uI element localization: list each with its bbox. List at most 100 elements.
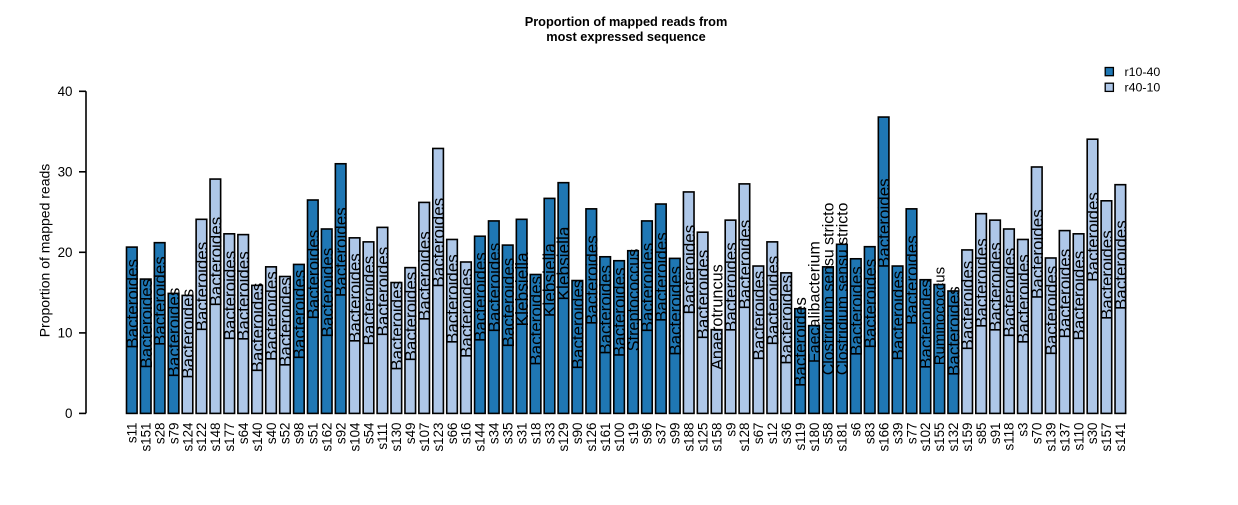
svg-text:Bacteroides: Bacteroides	[735, 220, 754, 310]
svg-text:Bacteroides: Bacteroides	[610, 267, 629, 357]
svg-text:s118: s118	[1002, 423, 1017, 451]
svg-text:s139: s139	[1043, 423, 1058, 452]
svg-text:Bacteroides: Bacteroides	[276, 277, 295, 367]
svg-text:Bacteroides: Bacteroides	[234, 251, 253, 341]
svg-text:s3: s3	[1016, 423, 1031, 437]
svg-text:Bacteroides: Bacteroides	[165, 288, 184, 378]
svg-text:s99: s99	[668, 423, 683, 445]
svg-text:Bacteroides: Bacteroides	[1097, 230, 1116, 320]
svg-text:s11: s11	[125, 423, 140, 444]
svg-text:Bacteroides: Bacteroides	[318, 248, 337, 338]
svg-text:Bacteroides: Bacteroides	[262, 271, 281, 361]
svg-text:0: 0	[65, 406, 72, 421]
svg-text:Bacteroides: Bacteroides	[596, 265, 615, 355]
svg-text:Bacteroides: Bacteroides	[1056, 249, 1075, 339]
svg-text:Bacteroides: Bacteroides	[986, 242, 1005, 332]
svg-text:Bacteroides: Bacteroides	[471, 252, 490, 342]
svg-text:Clostridium sensu stricto: Clostridium sensu stricto	[835, 202, 852, 375]
svg-text:s151: s151	[138, 423, 153, 452]
svg-text:s181: s181	[835, 423, 850, 452]
svg-text:s188: s188	[681, 423, 696, 452]
svg-text:Bacteroides: Bacteroides	[360, 256, 379, 346]
svg-text:Bacteroides: Bacteroides	[123, 259, 142, 349]
svg-text:s107: s107	[417, 423, 432, 452]
svg-text:s37: s37	[654, 423, 669, 445]
svg-text:s51: s51	[306, 423, 321, 445]
svg-text:s158: s158	[709, 423, 724, 452]
svg-text:Bacteroides: Bacteroides	[179, 289, 198, 379]
svg-text:Bacteroides: Bacteroides	[944, 286, 963, 376]
svg-text:s16: s16	[459, 423, 474, 445]
svg-text:s96: s96	[640, 423, 655, 445]
svg-text:s18: s18	[528, 423, 543, 445]
svg-text:s54: s54	[361, 422, 376, 444]
svg-text:s30: s30	[1085, 423, 1100, 445]
svg-text:s12: s12	[765, 423, 780, 445]
svg-text:s132: s132	[946, 423, 961, 452]
svg-text:Bacteroides: Bacteroides	[972, 238, 991, 328]
svg-text:Bacteroides: Bacteroides	[443, 254, 462, 344]
svg-text:s70: s70	[1030, 423, 1045, 445]
svg-text:Bacteroides: Bacteroides	[332, 207, 351, 297]
svg-text:Bacteroides: Bacteroides	[346, 253, 365, 343]
svg-text:Bacteroides: Bacteroides	[582, 235, 601, 325]
svg-text:Klebsiella: Klebsiella	[554, 226, 574, 300]
svg-text:s91: s91	[988, 423, 1003, 445]
svg-text:Bacteroides: Bacteroides	[1111, 220, 1130, 310]
svg-text:Bacteroides: Bacteroides	[903, 235, 922, 325]
svg-text:s141: s141	[1113, 423, 1128, 452]
svg-text:s90: s90	[570, 423, 585, 445]
svg-text:most expressed sequence: most expressed sequence	[546, 29, 705, 44]
svg-text:s166: s166	[876, 423, 891, 452]
svg-text:s162: s162	[319, 423, 334, 452]
svg-text:s28: s28	[152, 423, 167, 445]
svg-text:s129: s129	[556, 423, 571, 452]
svg-text:s110: s110	[1071, 423, 1086, 451]
svg-text:10: 10	[58, 326, 73, 341]
svg-text:Proportion of mapped reads: Proportion of mapped reads	[37, 164, 53, 338]
svg-text:Bacteroides: Bacteroides	[429, 198, 448, 288]
svg-text:Bacteroides: Bacteroides	[527, 276, 546, 366]
svg-text:s79: s79	[166, 423, 181, 445]
svg-text:s102: s102	[918, 423, 933, 452]
svg-text:Bacteroides: Bacteroides	[791, 297, 810, 387]
svg-text:Bacteroides: Bacteroides	[290, 270, 309, 360]
svg-text:Bacteroides: Bacteroides	[722, 242, 741, 332]
svg-text:s6: s6	[849, 423, 864, 437]
svg-text:Bacteroides: Bacteroides	[749, 271, 768, 361]
svg-text:s33: s33	[542, 423, 557, 445]
svg-text:Clostridium sensu stricto: Clostridium sensu stricto	[821, 202, 838, 375]
svg-text:s98: s98	[292, 423, 307, 445]
svg-text:Bacteroides: Bacteroides	[889, 271, 908, 361]
svg-text:s122: s122	[194, 423, 209, 452]
svg-text:s155: s155	[932, 423, 947, 452]
svg-text:Bacteroides: Bacteroides	[485, 243, 504, 333]
svg-text:Proportion of mapped reads fro: Proportion of mapped reads from	[525, 14, 728, 29]
svg-text:Bacteroides: Bacteroides	[206, 217, 225, 307]
svg-text:s177: s177	[222, 423, 237, 452]
svg-text:s58: s58	[821, 423, 836, 445]
svg-text:Klebsiella: Klebsiella	[540, 243, 560, 317]
svg-text:Bacteroides: Bacteroides	[220, 251, 239, 341]
svg-text:s64: s64	[236, 422, 251, 444]
svg-text:Bacteroides: Bacteroides	[415, 231, 434, 321]
svg-text:s83: s83	[862, 423, 877, 445]
svg-text:s40: s40	[264, 423, 279, 445]
svg-text:Bacteroides: Bacteroides	[638, 243, 657, 333]
svg-text:Bacteroides: Bacteroides	[304, 230, 323, 320]
svg-text:s161: s161	[598, 423, 613, 452]
svg-text:Bacteroides: Bacteroides	[1042, 266, 1061, 356]
svg-text:Ruminococcus: Ruminococcus	[932, 267, 949, 365]
svg-text:Bacteroides: Bacteroides	[387, 281, 406, 371]
svg-text:Bacteroides: Bacteroides	[666, 266, 685, 356]
svg-text:Bacteroides: Bacteroides	[192, 242, 211, 332]
svg-text:s128: s128	[737, 423, 752, 452]
svg-text:Bacteroides: Bacteroides	[694, 250, 713, 340]
svg-text:s137: s137	[1057, 423, 1072, 452]
svg-text:Bacteroides: Bacteroides	[680, 225, 699, 315]
svg-text:s157: s157	[1099, 423, 1114, 452]
svg-text:s66: s66	[445, 423, 460, 445]
svg-text:Bacteroides: Bacteroides	[1084, 192, 1103, 282]
svg-text:s125: s125	[695, 423, 710, 452]
svg-text:s19: s19	[626, 423, 641, 445]
